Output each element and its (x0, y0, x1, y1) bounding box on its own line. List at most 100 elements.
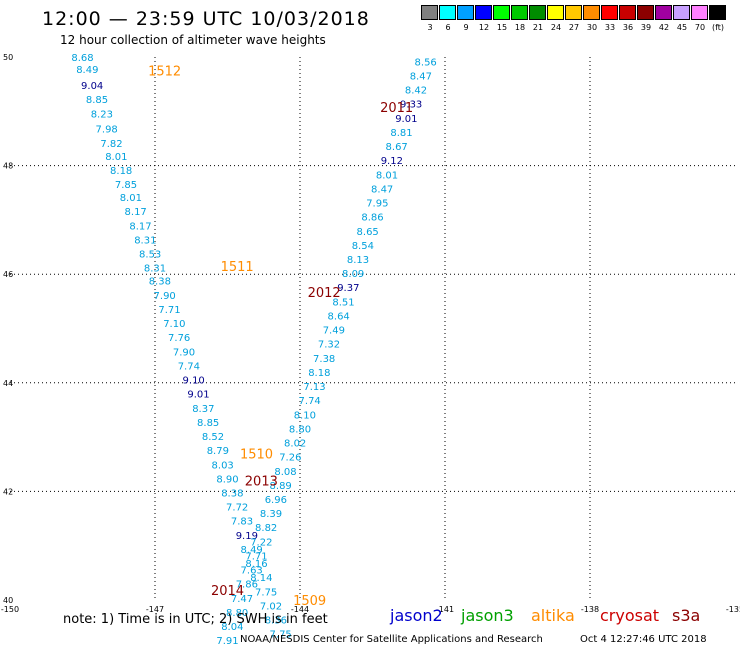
wave-height-value: 7.95 (366, 199, 388, 210)
colorbar-label: 6 (445, 23, 451, 32)
colorbar-swatch (655, 5, 672, 20)
wave-height-value: 8.13 (347, 255, 369, 266)
wave-height-value: 8.31 (144, 264, 166, 275)
satellite-legend-altika: altika (531, 606, 575, 625)
colorbar-label: 45 (676, 23, 688, 32)
colorbar-swatch (475, 5, 492, 20)
colorbar-swatch (493, 5, 510, 20)
colorbar-swatch (457, 5, 474, 20)
wave-height-value: 9.33 (400, 100, 422, 111)
wave-height-value: 8.81 (390, 128, 412, 139)
wave-height-value: 7.83 (231, 517, 253, 528)
wave-height-value: 8.68 (71, 53, 93, 64)
wave-height-value: 8.08 (274, 467, 296, 478)
track-id-label: 1509 (293, 594, 326, 609)
colorbar-swatch (583, 5, 600, 20)
wave-height-value: 7.72 (226, 503, 248, 514)
wave-height-value: 7.90 (154, 291, 176, 302)
colorbar-label: 30 (586, 23, 598, 32)
wave-height-value: 8.56 (415, 57, 437, 68)
wave-height-value: 9.01 (187, 390, 209, 401)
wave-height-value: 8.03 (212, 460, 234, 471)
wave-height-value: 8.49 (76, 65, 98, 76)
colorbar-swatch (691, 5, 708, 20)
wave-height-value: 9.19 (236, 531, 258, 542)
y-tick-label: 50 (3, 53, 13, 62)
wave-height-value: 8.39 (260, 509, 282, 520)
wave-height-value: 8.01 (105, 152, 127, 163)
x-tick-label: -144 (291, 605, 309, 614)
colorbar-label: 24 (550, 23, 562, 32)
colorbar-label: 12 (478, 23, 490, 32)
wave-height-value: 8.36 (265, 616, 287, 627)
wave-height-value: 7.98 (96, 125, 118, 136)
colorbar-swatch (637, 5, 654, 20)
wave-height-value: 7.82 (100, 139, 122, 150)
wave-height-value: 8.89 (270, 481, 292, 492)
wave-height-value: 8.85 (197, 418, 219, 429)
wave-height-value: 7.74 (178, 361, 200, 372)
colorbar-swatch (439, 5, 456, 20)
colorbar-label: 33 (604, 23, 616, 32)
wave-height-value: 8.38 (221, 488, 243, 499)
y-tick-label: 44 (3, 379, 13, 388)
colorbar-swatch (529, 5, 546, 20)
wave-height-value: 8.02 (284, 439, 306, 450)
colorbar-swatch (619, 5, 636, 20)
wave-height-value: 8.31 (134, 235, 156, 246)
footer-note: note: 1) Time is in UTC; 2) SWH is in fe… (63, 612, 328, 627)
colorbar-swatch (511, 5, 528, 20)
wave-height-value: 8.17 (125, 207, 147, 218)
wave-height-value: 8.18 (308, 368, 330, 379)
track-id-label: 1510 (240, 447, 273, 462)
wave-height-value: 7.32 (318, 340, 340, 351)
x-tick-label: -138 (581, 605, 599, 614)
wave-height-value: 8.52 (202, 432, 224, 443)
wave-height-value: 8.23 (91, 109, 113, 120)
wave-height-value: 7.38 (313, 354, 335, 365)
wave-height-value: 7.86 (236, 580, 258, 591)
track-id-label: 2011 (380, 101, 413, 116)
colorbar-swatch (565, 5, 582, 20)
track-id-label: 1512 (148, 65, 181, 80)
wave-height-value: 8.18 (110, 166, 132, 177)
wave-height-value: 8.86 (361, 213, 383, 224)
colorbar-swatch (421, 5, 438, 20)
wave-height-value: 8.14 (250, 573, 272, 584)
wave-height-value: 7.75 (255, 587, 277, 598)
wave-height-value: 8.47 (371, 184, 393, 195)
wave-height-value: 8.65 (357, 227, 379, 238)
x-tick-label: -150 (1, 605, 19, 614)
satellite-legend-jason2: jason2 (390, 606, 443, 625)
wave-height-value: 7.49 (323, 326, 345, 337)
wave-height-value: 8.49 (241, 545, 263, 556)
wave-height-value: 7.10 (163, 319, 185, 330)
colorbar-label: 9 (463, 23, 469, 32)
x-tick-label: -141 (436, 605, 454, 614)
wave-height-value: 8.16 (245, 559, 267, 570)
wave-height-value: 7.76 (168, 333, 190, 344)
satellite-legend-s3a: s3a (672, 606, 701, 625)
wave-height-colorbar: 3 6 9 12 15 18 21 24 27 30 33 36 39 42 45 70 (ft) (421, 5, 737, 35)
wave-height-value: 8.90 (216, 474, 238, 485)
colorbar-swatch (601, 5, 618, 20)
wave-height-value: 9.04 (81, 81, 103, 92)
track-id-label: 2012 (308, 286, 341, 301)
wave-height-value: 8.37 (192, 404, 214, 415)
wave-height-value: 7.02 (260, 601, 282, 612)
colorbar-label: 36 (622, 23, 634, 32)
x-tick-label: -147 (146, 605, 164, 614)
wave-height-value: 8.01 (376, 170, 398, 181)
colorbar-label: 18 (514, 23, 526, 32)
colorbar-label: 3 (427, 23, 433, 32)
wave-height-value: 8.51 (332, 297, 354, 308)
wave-height-value: 7.13 (303, 382, 325, 393)
wave-height-value: 7.47 (231, 594, 253, 605)
colorbar-label: 42 (658, 23, 670, 32)
wave-height-value: 7.22 (250, 537, 272, 548)
wave-height-value: 8.79 (207, 446, 229, 457)
wave-height-value: 7.26 (279, 453, 301, 464)
track-id-label: 2013 (245, 475, 278, 490)
wave-height-value: 8.09 (342, 269, 364, 280)
wave-height-value: 9.12 (381, 156, 403, 167)
